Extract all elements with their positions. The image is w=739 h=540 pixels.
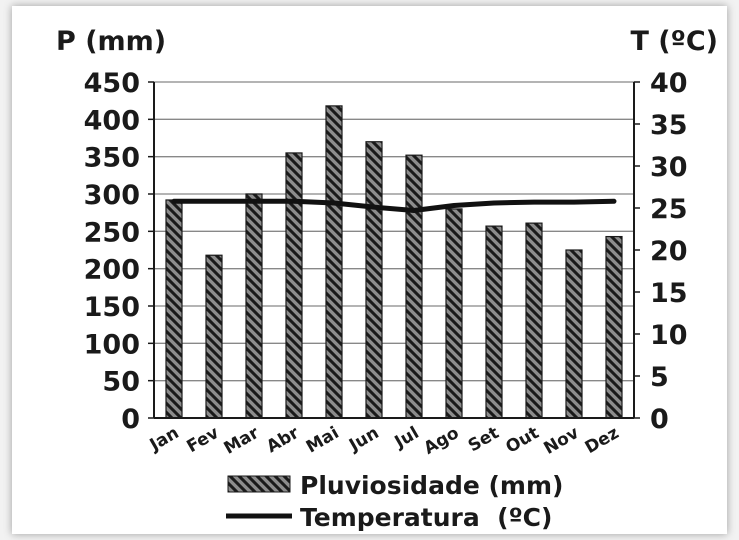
left-tick-label: 0 xyxy=(121,404,140,435)
bar-jun xyxy=(365,141,383,419)
left-tick-label: 450 xyxy=(84,68,140,99)
axes xyxy=(148,81,640,419)
right-tick-label: 10 xyxy=(650,320,688,351)
x-tick-label-dez: Dez xyxy=(582,423,623,458)
right-tick-label: 40 xyxy=(650,68,688,99)
x-tick-label-abr: Abr xyxy=(263,423,303,457)
bar-fev xyxy=(205,254,223,419)
left-axis-title: P (mm) xyxy=(56,26,166,57)
right-tick-labels: 0 5 10 15 20 25 30 35 40 xyxy=(650,68,688,435)
left-tick-label: 50 xyxy=(102,367,140,398)
right-tick-label: 25 xyxy=(650,194,688,225)
x-tick-label-mai: Mai xyxy=(303,423,343,457)
x-tick-label-out: Out xyxy=(502,423,542,458)
right-tick-label: 35 xyxy=(650,110,688,141)
legend-label-temperatura: Temperatura (ºC) xyxy=(300,503,552,532)
bar-jul xyxy=(405,154,423,419)
bar-abr xyxy=(285,152,303,419)
bar-out xyxy=(525,222,543,419)
left-tick-label: 400 xyxy=(84,105,140,136)
x-tick-label-jan: Jan xyxy=(146,423,183,456)
left-tick-label: 350 xyxy=(84,143,140,174)
bar-dez xyxy=(605,235,623,419)
left-tick-label: 200 xyxy=(84,255,140,286)
right-tick-label: 5 xyxy=(650,362,669,393)
bar-mar xyxy=(245,193,263,419)
bars xyxy=(165,105,623,419)
x-tick-label-nov: Nov xyxy=(540,423,582,459)
left-tick-label: 100 xyxy=(84,329,140,360)
legend-label-pluviosidade: Pluviosidade (mm) xyxy=(300,471,563,500)
bar-set xyxy=(485,225,503,419)
climate-chart: P (mm) T (ºC) 05010015020025030035040045… xyxy=(56,26,718,532)
right-tick-label: 15 xyxy=(650,278,688,309)
right-tick-label: 20 xyxy=(650,236,688,267)
x-tick-label-jul: Jul xyxy=(391,423,423,453)
bar-nov xyxy=(565,249,583,419)
x-tick-label-set: Set xyxy=(465,423,503,456)
left-tick-labels: 0 50 100 150 200 250 300 350 400 450 xyxy=(84,68,140,435)
legend: Pluviosidade (mm) Temperatura (ºC) xyxy=(226,471,563,532)
bar-jan xyxy=(165,199,183,419)
x-tick-label-fev: Fev xyxy=(183,423,222,457)
temperature-line-group xyxy=(171,198,617,214)
right-tick-label: 0 xyxy=(650,404,669,435)
bar-mai xyxy=(325,105,343,419)
temperature-line xyxy=(171,198,617,214)
left-tick-label: 150 xyxy=(84,292,140,323)
right-tick-label: 30 xyxy=(650,152,688,183)
bar-ago xyxy=(445,208,463,419)
left-tick-label: 250 xyxy=(84,217,140,248)
legend-swatch-pluviosidade xyxy=(227,475,291,493)
chart-frame: P (mm) T (ºC) 0 50 100 150 200 250 300 350 400 45… xyxy=(12,6,727,534)
x-tick-label-ago: Ago xyxy=(420,423,462,459)
gridlines xyxy=(154,81,634,419)
x-tick-label-mar: Mar xyxy=(221,423,263,459)
left-tick-label: 300 xyxy=(84,180,140,211)
right-axis-title: T (ºC) xyxy=(630,26,718,57)
x-tick-label-jun: Jun xyxy=(345,423,382,456)
